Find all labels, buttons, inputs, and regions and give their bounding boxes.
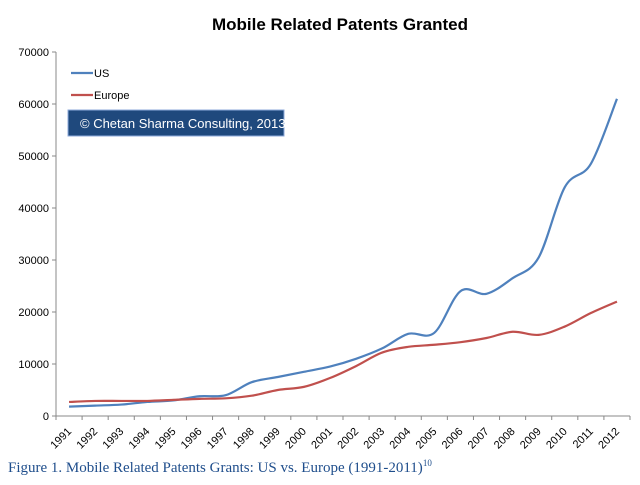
copyright-text: © Chetan Sharma Consulting, 2013	[80, 116, 285, 131]
x-tick-label: 1994	[127, 426, 153, 452]
y-tick-label: 70000	[18, 47, 49, 59]
footnote-marker: 10	[422, 458, 432, 468]
x-tick-label: 1997	[205, 426, 231, 452]
y-tick-label: 20000	[18, 307, 49, 319]
y-tick-label: 10000	[18, 359, 49, 371]
x-tick-label: 2006	[440, 426, 466, 452]
series-line-us	[69, 98, 618, 408]
y-tick-label: 30000	[18, 255, 49, 267]
y-tick-label: 0	[43, 411, 49, 423]
x-tick-label: 2009	[518, 426, 544, 452]
x-tick-label: 2005	[414, 426, 440, 452]
x-tick-label: 2003	[361, 426, 387, 452]
x-tick-label: 2011	[571, 426, 596, 451]
x-tick-label: 2001	[309, 426, 335, 452]
x-tick-label: 1991	[48, 426, 74, 452]
x-tick-label: 2002	[335, 426, 361, 452]
figure-caption: Figure 1. Mobile Related Patents Grants:…	[8, 458, 432, 477]
copyright-box	[67, 109, 285, 137]
x-tick-label: 2010	[544, 426, 570, 452]
x-tick-label: 2007	[466, 426, 492, 452]
x-tick-label: 2000	[283, 426, 309, 452]
x-tick-label: 2012	[596, 426, 622, 452]
chart-title: Mobile Related Patents Granted	[212, 15, 468, 34]
x-tick-label: 1992	[74, 426, 100, 452]
legend-label-europe: Europe	[94, 90, 129, 102]
x-tick-label: 1995	[153, 426, 179, 452]
caption-text: Figure 1. Mobile Related Patents Grants:…	[8, 460, 423, 476]
x-tick-label: 1999	[257, 426, 283, 452]
series-line-europe	[69, 300, 618, 404]
y-tick-label: 50000	[18, 151, 49, 163]
legend-label-us: US	[94, 68, 109, 80]
y-tick-label: 60000	[18, 99, 49, 111]
legend: US Europe	[71, 68, 129, 102]
x-tick-label: 2008	[492, 426, 518, 452]
x-tick-label: 1996	[179, 426, 205, 452]
y-tick-label: 40000	[18, 203, 49, 215]
x-tick-label: 2004	[388, 426, 414, 452]
x-tick-label: 1998	[231, 426, 257, 452]
x-tick-label: 1993	[101, 426, 127, 452]
